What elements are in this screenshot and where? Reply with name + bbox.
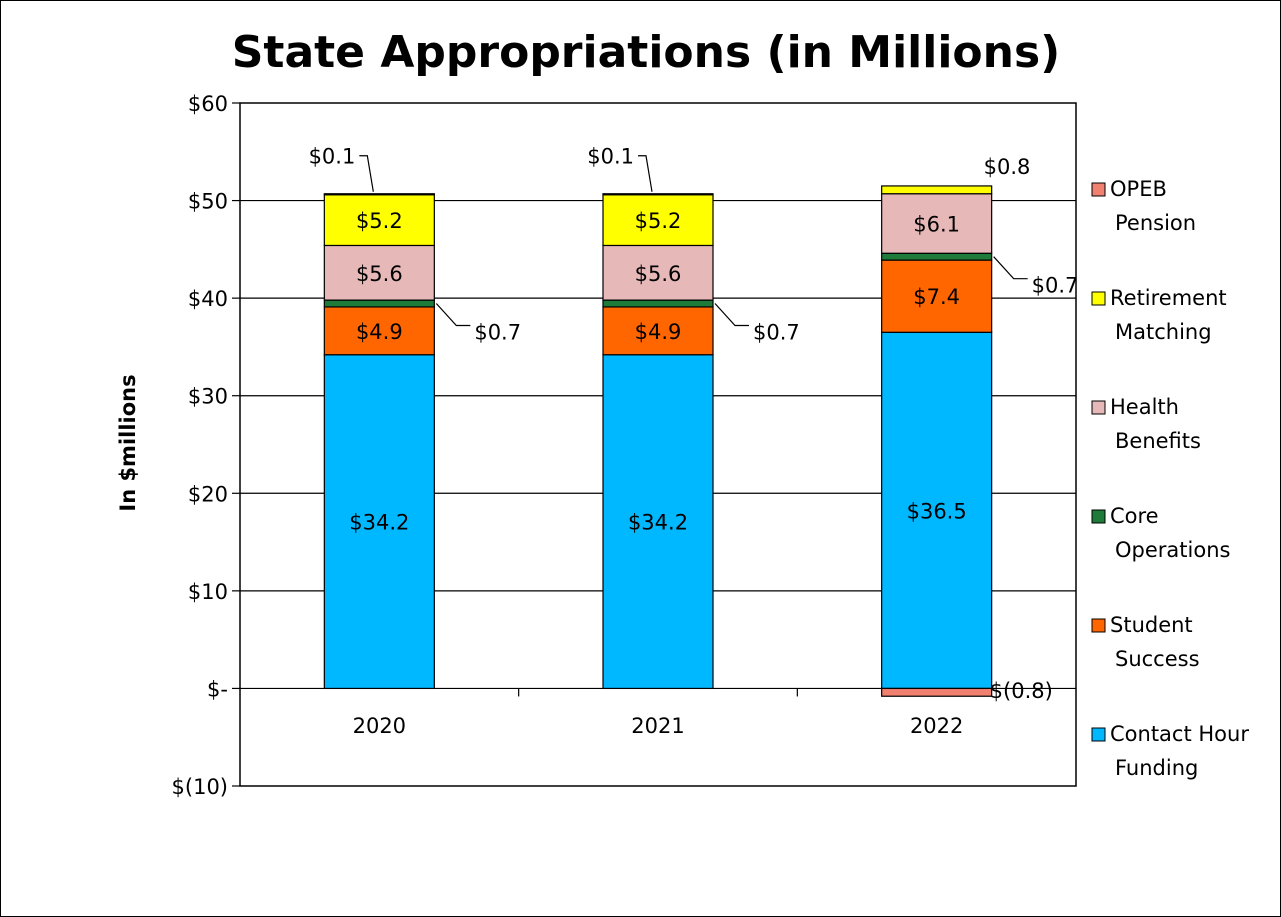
bar-2022-core-operations [881,252,993,261]
legend-label: Student [1110,613,1193,637]
legend-label: Health [1110,395,1179,419]
y-tick-label: $30 [188,385,228,409]
y-tick-label: $- [207,677,228,701]
data-label: $5.6 [356,262,403,286]
plot-layer: $(10) $- $10 $20 $30 $40 $50 $60 2020 2021 2022 $34… [172,92,1079,799]
bar-2022-opeb-pension [881,687,993,697]
leader-line [435,303,471,327]
legend-swatch-health-benefits [1091,400,1106,415]
x-tick-label: 2022 [910,714,963,738]
bar-2022-retirement-matching [881,185,993,195]
legend-label: OPEB [1110,177,1167,201]
y-axis-label: In $millions [116,374,140,511]
leader-line [359,155,374,192]
y-tick-label: $(10) [172,775,228,799]
legend-swatch-student-success [1091,618,1106,633]
bar-2020-contact-hour-funding [323,354,435,690]
leader-line [638,155,653,192]
data-label: $0.8 [984,155,1031,179]
bar-2021-student-success [602,306,714,356]
data-label: $36.5 [907,499,967,523]
data-label: $0.1 [309,145,356,169]
data-label: $(0.8) [990,679,1053,703]
legend-swatch-contact-hour-funding [1091,727,1106,742]
legend: OPEB Pension Retirement Matching Health Benef… [1091,177,1249,780]
data-label: $0.7 [1032,274,1079,298]
y-tick-label: $60 [188,92,228,116]
leader-line [993,256,1028,280]
plot-frame [239,102,1077,787]
bar-2020-student-success [323,306,435,356]
bar-2021-retirement-matching [602,194,714,247]
legend-swatch-opeb-pension [1091,182,1106,197]
data-label: $34.2 [628,511,688,535]
legend-label: Benefits [1115,429,1201,453]
legend-label: Pension [1115,211,1196,235]
bar-2021-contact-hour-funding [602,354,714,690]
legend-label: Operations [1115,538,1230,562]
bar-2021-opeb-pension [602,193,714,196]
legend-label: Core [1110,504,1159,528]
bar-2022-health-benefits [881,193,993,254]
bar-2020-core-operations [323,299,435,308]
bar-2020-retirement-matching [323,194,435,247]
data-label: $34.2 [349,511,409,535]
legend-swatch-core-operations [1091,509,1106,524]
data-label: $4.9 [356,320,403,344]
legend-label: Matching [1115,320,1212,344]
bar-2022-contact-hour-funding [881,331,993,690]
data-label: $5.6 [635,262,682,286]
legend-label: Contact Hour [1110,722,1249,746]
legend-swatch-retirement-matching [1091,291,1106,306]
legend-label: Success [1115,647,1200,671]
chart-title: State Appropriations (in Millions) [232,27,1061,78]
data-label: $0.1 [587,145,634,169]
data-label: $0.7 [753,321,800,345]
y-tick-label: $20 [188,482,228,506]
data-label: $0.7 [474,321,521,345]
y-tick-label: $40 [188,287,228,311]
y-tick-label: $10 [188,580,228,604]
legend-label: Funding [1115,756,1198,780]
bar-2020-health-benefits [323,244,435,301]
y-tick-label: $50 [188,190,228,214]
data-label: $7.4 [913,285,960,309]
bar-2021-health-benefits [602,244,714,301]
legend-label: Retirement [1110,286,1227,310]
data-label: $5.2 [356,209,403,233]
bar-2020-opeb-pension [323,193,435,196]
bar-2022-student-success [881,259,993,333]
leader-line [714,303,749,327]
bar-2021-core-operations [602,299,714,308]
x-tick-label: 2020 [353,714,406,738]
data-label: $6.1 [913,213,960,237]
data-label: $4.9 [635,320,682,344]
x-tick-label: 2021 [631,714,684,738]
data-label: $5.2 [635,209,682,233]
